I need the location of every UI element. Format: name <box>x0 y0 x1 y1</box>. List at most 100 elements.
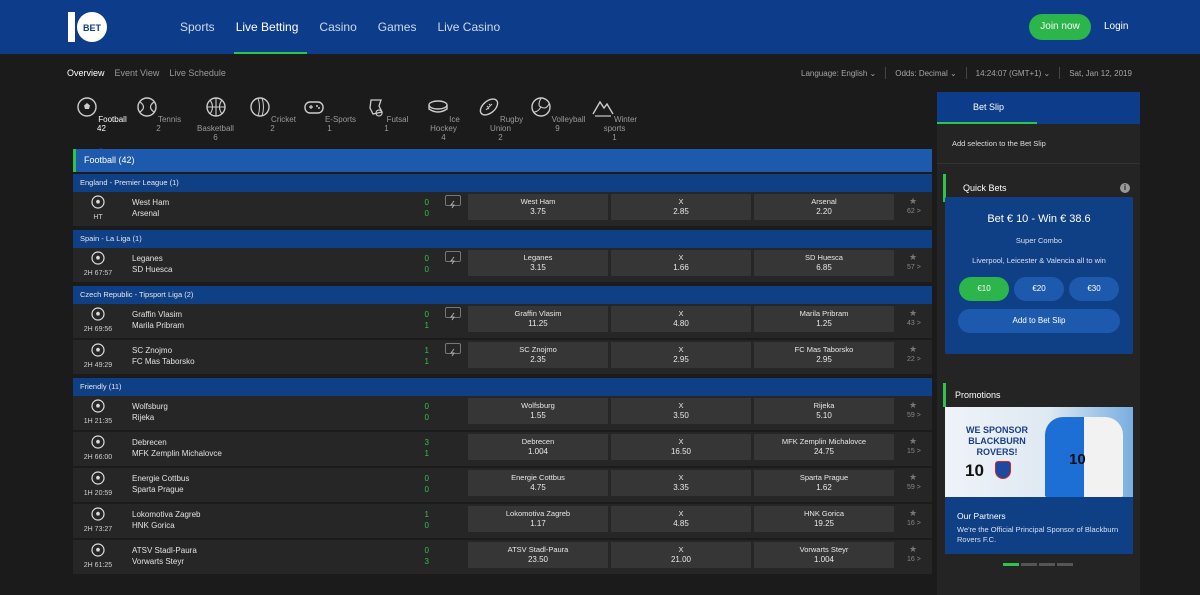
match-teams[interactable]: Wolfsburg Rijeka <box>132 401 168 423</box>
odds-button[interactable]: Wolfsburg 1.55 <box>468 398 608 424</box>
clock[interactable]: 14:24:07 (GMT+1) ⌄ <box>975 68 1051 78</box>
tab-overview[interactable]: Overview <box>67 68 105 78</box>
star-icon[interactable]: ★ <box>909 472 918 482</box>
info-icon[interactable]: i <box>1120 183 1130 193</box>
odds-button[interactable]: SC Znojmo 2.35 <box>468 342 608 368</box>
odds-button[interactable]: FC Mas Taborsko 2.95 <box>754 342 894 368</box>
match-row[interactable]: 2H 49:29 SC Znojmo FC Mas Taborsko 1 1 SC Zno… <box>73 340 932 376</box>
nav-item-sports[interactable]: Sports <box>180 20 215 34</box>
bet-slip-tab[interactable]: Bet Slip <box>973 102 1005 112</box>
odds-button[interactable]: Graffin Vlasim 11.25 <box>468 306 608 332</box>
odds-button[interactable]: Energie Cottbus 4.75 <box>468 470 608 496</box>
live-stream-icon[interactable] <box>445 307 461 321</box>
tab-event-view[interactable]: Event View <box>114 68 160 78</box>
promotion-banner-image[interactable]: WE SPONSOR BLACKBURN ROVERS! 10 10 <box>945 407 1133 497</box>
odds-format-select[interactable]: Decimal ⌄ <box>918 68 957 78</box>
match-teams[interactable]: ATSV Stadl-Paura Vorwarts Steyr <box>132 545 197 567</box>
star-icon[interactable]: ★ <box>909 308 918 318</box>
league-header[interactable]: England - Premier League (1) <box>73 174 932 192</box>
odds-button[interactable]: Sparta Prague 1.62 <box>754 470 894 496</box>
odds-button[interactable]: X 3.50 <box>611 398 751 424</box>
carousel-dot[interactable] <box>1039 563 1055 566</box>
sport-section-header[interactable]: Football (42) <box>73 149 932 172</box>
match-row[interactable]: 2H 61:25 ATSV Stadl-Paura Vorwarts Steyr 0 3… <box>73 540 932 576</box>
nav-item-games[interactable]: Games <box>377 20 417 34</box>
live-stream-icon[interactable] <box>445 343 461 357</box>
star-icon[interactable]: ★ <box>909 400 918 410</box>
sport-filter-e-sports[interactable]: E-Sports 1 <box>301 96 358 146</box>
match-row[interactable]: 2H 73:27 Lokomotiva Zagreb HNK Gorica 1 0 Lok… <box>73 504 932 540</box>
star-icon[interactable]: ★ <box>909 436 918 446</box>
match-row[interactable]: 1H 20:59 Energie Cottbus Sparta Prague 0 0 En… <box>73 468 932 504</box>
stake-button[interactable]: €30 <box>1069 277 1119 301</box>
match-teams[interactable]: Lokomotiva Zagreb HNK Gorica <box>132 509 200 531</box>
language-select[interactable]: English ⌄ <box>841 68 877 78</box>
match-teams[interactable]: Energie Cottbus Sparta Prague <box>132 473 189 495</box>
odds-button[interactable]: Arsenal 2.20 <box>754 194 894 220</box>
odds-button[interactable]: MFK Zemplin Michalovce 24.75 <box>754 434 894 460</box>
sport-filter-tennis[interactable]: Tennis 2 <box>130 96 187 146</box>
league-header[interactable]: Spain - La Liga (1) <box>73 230 932 248</box>
live-stream-icon[interactable] <box>445 251 461 265</box>
match-teams[interactable]: Leganes SD Huesca <box>132 253 172 275</box>
league-header[interactable]: Czech Republic - Tipsport Liga (2) <box>73 286 932 304</box>
join-now-button[interactable]: Join now <box>1029 14 1091 40</box>
match-row[interactable]: 2H 69:56 Graffin Vlasim Marila Pribram 0 1 Gr… <box>73 304 932 340</box>
more-markets-link[interactable]: 59 > <box>907 484 921 491</box>
more-markets-link[interactable]: 15 > <box>907 448 921 455</box>
match-teams[interactable]: Graffin Vlasim Marila Pribram <box>132 309 184 331</box>
odds-button[interactable]: HNK Gorica 19.25 <box>754 506 894 532</box>
match-teams[interactable]: Debrecen MFK Zemplin Michalovce <box>132 437 222 459</box>
sport-filter-volleyball[interactable]: Volleyball 9 <box>529 96 586 146</box>
add-to-bet-slip-button[interactable]: Add to Bet Slip <box>958 309 1120 333</box>
sport-filter-basketball[interactable]: Basketball 6 <box>187 96 244 146</box>
sport-filter-futsal[interactable]: Futsal 1 <box>358 96 415 146</box>
sport-filter-cricket[interactable]: Cricket 2 <box>244 96 301 146</box>
stake-button[interactable]: €20 <box>1014 277 1064 301</box>
odds-button[interactable]: X 1.66 <box>611 250 751 276</box>
odds-button[interactable]: Marila Pribram 1.25 <box>754 306 894 332</box>
nav-item-live-betting[interactable]: Live Betting <box>233 0 308 54</box>
sport-filter-rugby-union[interactable]: Rugby Union 2 <box>472 96 529 146</box>
odds-button[interactable]: SD Huesca 6.85 <box>754 250 894 276</box>
league-header[interactable]: Friendly (11) <box>73 378 932 396</box>
odds-button[interactable]: Rijeka 5.10 <box>754 398 894 424</box>
star-icon[interactable]: ★ <box>909 508 918 518</box>
odds-button[interactable]: X 2.85 <box>611 194 751 220</box>
odds-button[interactable]: Vorwarts Steyr 1.004 <box>754 542 894 568</box>
match-teams[interactable]: SC Znojmo FC Mas Taborsko <box>132 345 195 367</box>
match-row[interactable]: 2H 66:00 Debrecen MFK Zemplin Michalovce 3 1… <box>73 432 932 468</box>
match-row[interactable]: HT West Ham Arsenal 0 0 West Ham 3.75 X 2.85 Arse… <box>73 192 932 228</box>
more-markets-link[interactable]: 16 > <box>907 556 921 563</box>
star-icon[interactable]: ★ <box>909 544 918 554</box>
odds-button[interactable]: X 3.35 <box>611 470 751 496</box>
odds-button[interactable]: Lokomotiva Zagreb 1.17 <box>468 506 608 532</box>
match-row[interactable]: 1H 21:35 Wolfsburg Rijeka 0 0 Wolfsburg 1.55 X 3… <box>73 396 932 432</box>
sport-filter-ice-hockey[interactable]: Ice Hockey 4 <box>415 96 472 146</box>
more-markets-link[interactable]: 22 > <box>907 356 921 363</box>
more-markets-link[interactable]: 43 > <box>907 320 921 327</box>
more-markets-link[interactable]: 59 > <box>907 412 921 419</box>
10bet-logo[interactable]: BET <box>66 10 110 44</box>
more-markets-link[interactable]: 62 > <box>907 208 921 215</box>
odds-button[interactable]: X 2.95 <box>611 342 751 368</box>
odds-button[interactable]: X 4.80 <box>611 306 751 332</box>
star-icon[interactable]: ★ <box>909 196 918 206</box>
live-stream-icon[interactable] <box>445 195 461 209</box>
more-markets-link[interactable]: 16 > <box>907 520 921 527</box>
match-teams[interactable]: West Ham Arsenal <box>132 197 169 219</box>
sport-filter-winter-sports[interactable]: Winter sports 1 <box>586 96 643 146</box>
carousel-dot[interactable] <box>1021 563 1037 566</box>
nav-item-casino[interactable]: Casino <box>319 20 357 34</box>
odds-button[interactable]: ATSV Stadl-Paura 23.50 <box>468 542 608 568</box>
star-icon[interactable]: ★ <box>909 344 918 354</box>
stake-button[interactable]: €10 <box>959 277 1009 301</box>
more-markets-link[interactable]: 57 > <box>907 264 921 271</box>
carousel-dot[interactable] <box>1003 563 1019 566</box>
odds-button[interactable]: X 21.00 <box>611 542 751 568</box>
tab-live-schedule[interactable]: Live Schedule <box>169 68 226 78</box>
odds-button[interactable]: X 16.50 <box>611 434 751 460</box>
login-link[interactable]: Login <box>1104 21 1129 32</box>
match-row[interactable]: 2H 67:57 Leganes SD Huesca 0 0 Leganes 3.15 X 1.… <box>73 248 932 284</box>
carousel-dot[interactable] <box>1057 563 1073 566</box>
